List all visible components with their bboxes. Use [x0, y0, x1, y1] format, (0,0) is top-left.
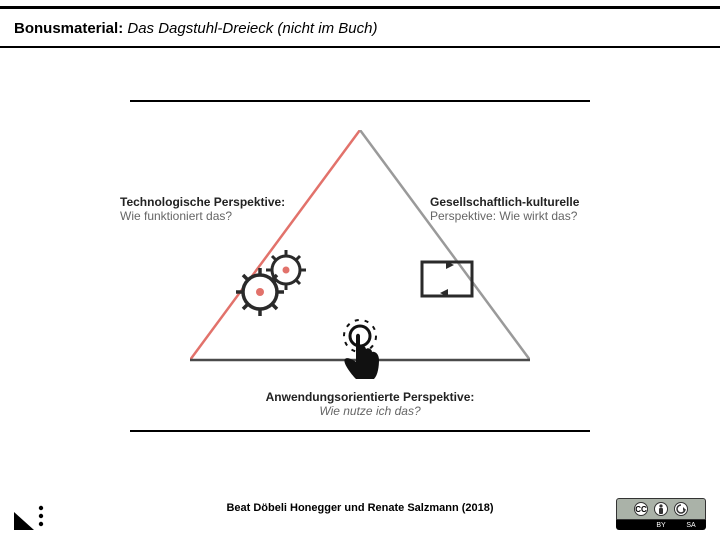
label-line1: Anwendungsorientierte Perspektive: [260, 390, 480, 404]
cc-license-badge: CC BY SA [616, 498, 706, 530]
label-line2: Wie nutze ich das? [260, 404, 480, 418]
triangle-left-edge [190, 130, 360, 360]
diagram-top-rule [130, 100, 590, 102]
publisher-logo-icon [14, 500, 48, 530]
tap-icon [344, 320, 379, 379]
cc-badge-top: CC [616, 498, 706, 520]
gears-icon [236, 250, 306, 316]
top-rule [0, 6, 720, 9]
label-application: Anwendungsorientierte Perspektive: Wie n… [260, 390, 480, 418]
triangle-right-edge [360, 130, 530, 360]
cc-by-label: BY [646, 522, 676, 529]
cc-icon: CC [634, 502, 648, 516]
diagram-bottom-rule [130, 430, 590, 432]
cc-badge-bottom: BY SA [616, 520, 706, 530]
title-bold: Bonusmaterial: [14, 20, 123, 37]
cc-sa-label: SA [676, 522, 706, 529]
slide-title: Bonusmaterial: Das Dagstuhl-Dreieck (nic… [14, 20, 377, 37]
by-icon [654, 502, 668, 516]
title-underline [0, 46, 720, 48]
cycle-icon [422, 261, 472, 297]
sa-icon [674, 502, 688, 516]
footer-credit: Beat Döbeli Honegger und Renate Salzmann… [0, 502, 720, 514]
slide-page: Bonusmaterial: Das Dagstuhl-Dreieck (nic… [0, 0, 720, 540]
dagstuhl-triangle-diagram: Technologische Perspektive: Wie funktion… [130, 100, 590, 440]
triangle-svg [190, 130, 530, 390]
title-italic: Das Dagstuhl-Dreieck (nicht im Buch) [123, 20, 377, 37]
